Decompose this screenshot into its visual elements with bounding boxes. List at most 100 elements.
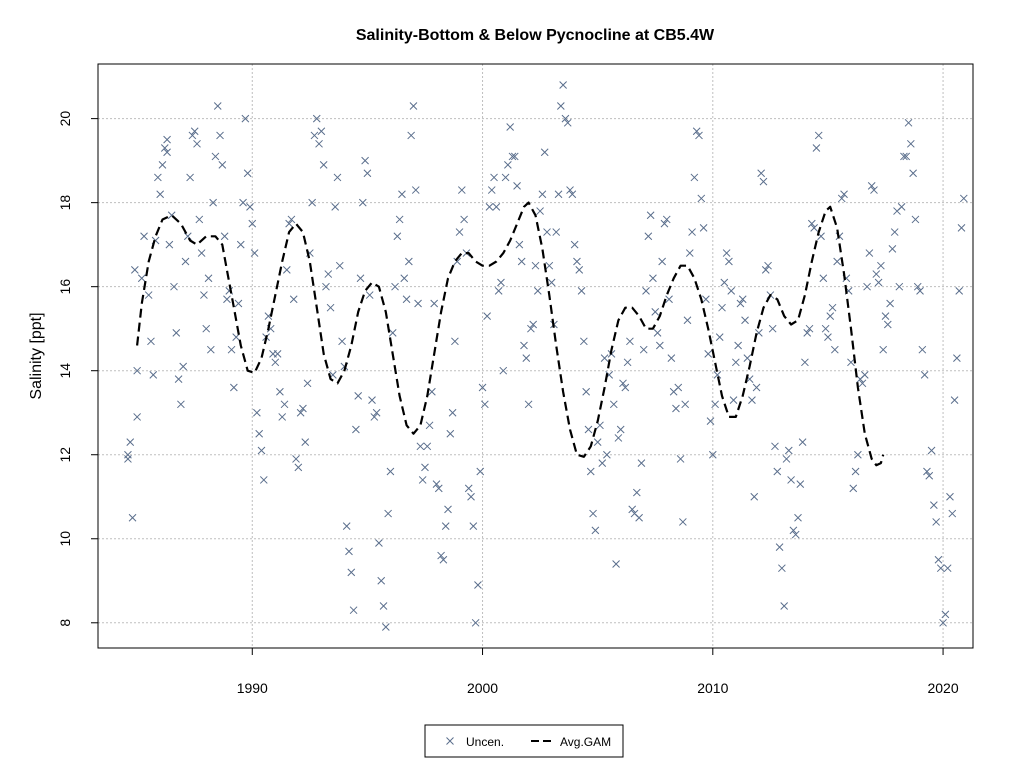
data-point [361, 156, 369, 165]
data-point [322, 282, 330, 291]
data-point [639, 345, 648, 354]
data-point [584, 425, 593, 434]
data-point [243, 169, 252, 178]
y-tick-label: 18 [57, 195, 73, 211]
data-point [826, 312, 835, 320]
data-point [485, 202, 494, 211]
data-point [308, 198, 316, 207]
data-point [319, 160, 328, 169]
data-point [504, 160, 512, 169]
data-point [395, 215, 404, 224]
data-point [368, 396, 376, 404]
data-point [259, 476, 268, 484]
x-axis: 1990 2000 2010 2020 [237, 647, 959, 696]
data-point [163, 135, 171, 144]
data-point [533, 287, 542, 295]
data-point [487, 186, 496, 194]
data-point [255, 429, 264, 438]
data-point [379, 602, 388, 610]
data-point [692, 127, 701, 136]
data-point [437, 551, 445, 560]
data-point [727, 287, 736, 295]
data-point [158, 160, 167, 169]
data-point [315, 139, 323, 148]
data-point [840, 190, 848, 199]
data-point [819, 274, 828, 283]
data-point [430, 299, 439, 308]
data-point [768, 324, 777, 333]
data-point [897, 202, 906, 211]
data-point [748, 396, 756, 404]
y-tick-label: 20 [57, 111, 73, 127]
data-point [883, 320, 892, 329]
data-point [177, 400, 185, 409]
data-point [559, 81, 567, 89]
data-point [653, 329, 662, 337]
data-point [303, 379, 312, 388]
legend: Uncen. Avg.GAM [424, 724, 624, 758]
data-point [784, 446, 793, 455]
data-point [939, 618, 947, 627]
data-point [741, 316, 749, 325]
data-point [156, 190, 165, 199]
data-point [927, 446, 936, 455]
data-point [736, 299, 745, 308]
data-point [718, 303, 726, 312]
data-point [563, 118, 572, 127]
data-point [895, 282, 904, 291]
data-points [124, 81, 968, 631]
data-point [946, 492, 954, 501]
x-tick-label: 1990 [237, 680, 268, 696]
data-point [460, 215, 468, 224]
chart-title: Salinity-Bottom & Below Pycnocline at CB… [356, 27, 715, 44]
data-point [524, 400, 533, 409]
data-point [913, 282, 922, 291]
data-point [720, 278, 729, 287]
data-point [651, 308, 660, 316]
data-point [660, 219, 669, 228]
data-point [418, 476, 427, 484]
data-point [623, 358, 632, 367]
data-point [886, 299, 894, 308]
data-point [501, 173, 510, 182]
data-point [529, 320, 538, 329]
data-point [789, 526, 798, 535]
data-point [218, 160, 227, 169]
data-point [480, 400, 489, 409]
data-point [672, 404, 680, 413]
data-point [352, 425, 360, 434]
data-point [510, 152, 519, 161]
data-point [593, 438, 602, 446]
data-point [644, 232, 653, 241]
data-point [881, 312, 890, 320]
data-point [847, 358, 855, 367]
legend-label-points: Uncen. [466, 735, 504, 749]
data-point [324, 270, 333, 278]
data-point [761, 266, 770, 274]
data-point [250, 249, 259, 257]
data-point [147, 337, 155, 346]
data-point [312, 114, 321, 123]
data-point [181, 257, 190, 266]
data-point [614, 434, 623, 442]
data-point [780, 602, 789, 610]
data-point [393, 232, 402, 241]
x-tick-label: 2010 [697, 680, 728, 696]
data-point [188, 131, 197, 140]
data-point [140, 232, 148, 241]
data-point [522, 354, 531, 362]
data-point [400, 274, 409, 283]
legend-box [424, 724, 624, 758]
data-point [257, 446, 266, 455]
data-point [464, 484, 473, 493]
data-point [432, 480, 441, 488]
data-point [589, 509, 597, 518]
y-axis-label: Salinity [ppt] [28, 312, 45, 399]
data-point [943, 564, 952, 573]
data-point [877, 261, 885, 270]
data-point [722, 249, 731, 257]
data-point [810, 224, 818, 232]
data-point [860, 371, 869, 379]
grid [98, 64, 973, 648]
data-point [729, 396, 738, 404]
